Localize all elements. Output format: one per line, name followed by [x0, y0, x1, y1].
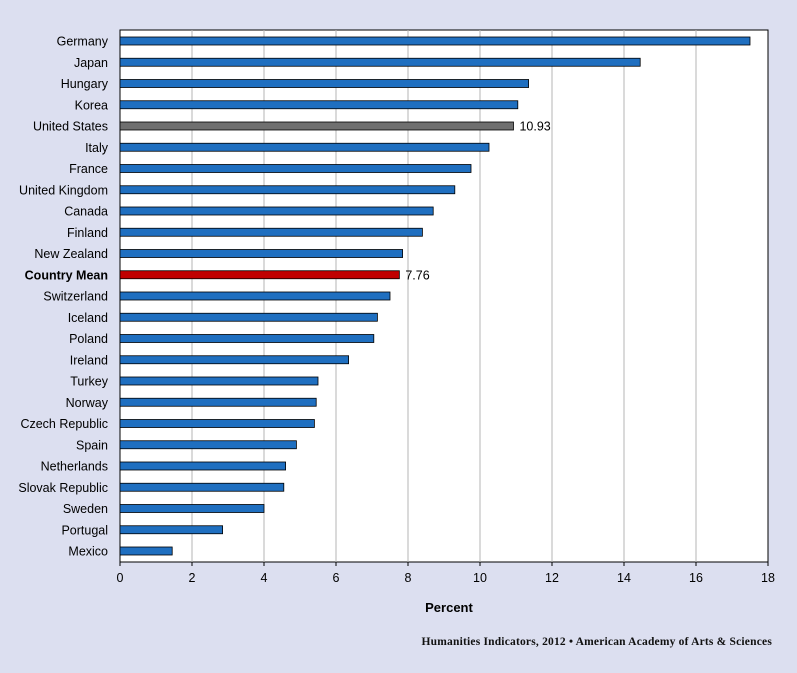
category-label: Italy — [85, 141, 109, 155]
tick-label: 4 — [261, 571, 268, 585]
bar — [119, 270, 400, 280]
tick-label: 18 — [761, 571, 775, 585]
category-label: Spain — [76, 438, 108, 452]
category-label: Mexico — [68, 545, 108, 559]
bar — [119, 525, 223, 535]
bar — [119, 440, 297, 450]
category-label: Finland — [67, 226, 108, 240]
bar — [119, 185, 456, 195]
category-label: Turkey — [70, 375, 108, 389]
category-label: Ireland — [70, 353, 108, 367]
category-label: Slovak Republic — [18, 481, 108, 495]
category-label: Czech Republic — [20, 417, 108, 431]
tick-label: 14 — [617, 571, 631, 585]
bar — [119, 461, 287, 471]
category-label: United Kingdom — [19, 183, 108, 197]
category-label: Germany — [57, 35, 109, 49]
category-label: Country Mean — [25, 268, 108, 282]
tick-label: 10 — [473, 571, 487, 585]
category-label: Netherlands — [41, 460, 108, 474]
tick-label: 2 — [189, 571, 196, 585]
category-label: France — [69, 162, 108, 176]
source-credit: Humanities Indicators, 2012 • American A… — [421, 636, 772, 648]
bar — [119, 249, 404, 258]
category-labels: Germany Japan Hungary Korea United States Ita… — [18, 35, 108, 559]
data-label: 10.93 — [519, 120, 550, 134]
bar — [119, 164, 472, 173]
tick-label: 16 — [689, 571, 703, 585]
bar — [119, 376, 319, 386]
gridlines — [191, 30, 697, 562]
x-axis-title: Percent — [425, 600, 473, 615]
bar — [119, 100, 519, 110]
x-axis-ticks: 0 2 4 6 8 10 12 14 16 18 — [117, 562, 775, 585]
bar — [119, 79, 530, 88]
category-label: Korea — [75, 98, 108, 112]
bar — [119, 206, 434, 216]
category-label: Iceland — [68, 311, 108, 325]
bar — [119, 546, 173, 556]
bar — [119, 482, 285, 492]
category-label: Hungary — [61, 77, 109, 91]
category-label: Switzerland — [43, 290, 108, 304]
category-label: Sweden — [63, 502, 108, 516]
category-label: Portugal — [61, 523, 108, 537]
bar — [119, 397, 317, 407]
bar — [119, 36, 751, 46]
category-label: Poland — [69, 332, 108, 346]
tick-label: 12 — [545, 571, 559, 585]
bar — [119, 142, 490, 152]
tick-label: 0 — [117, 571, 124, 585]
tick-label: 8 — [405, 571, 412, 585]
category-label: New Zealand — [34, 247, 108, 261]
bar — [119, 227, 423, 237]
bar — [119, 312, 378, 322]
bar — [119, 121, 514, 131]
bar — [119, 334, 375, 343]
tick-label: 6 — [333, 571, 340, 585]
bar — [119, 419, 315, 428]
category-label: Japan — [74, 56, 108, 70]
category-label: United States — [33, 120, 108, 134]
category-label: Canada — [64, 205, 108, 219]
bar — [119, 291, 391, 301]
bar — [119, 57, 641, 67]
bar — [119, 504, 265, 513]
bars: 10.93 7.76 — [119, 36, 751, 556]
bar — [119, 355, 350, 365]
category-label: Norway — [66, 396, 109, 410]
data-label: 7.76 — [405, 268, 429, 282]
